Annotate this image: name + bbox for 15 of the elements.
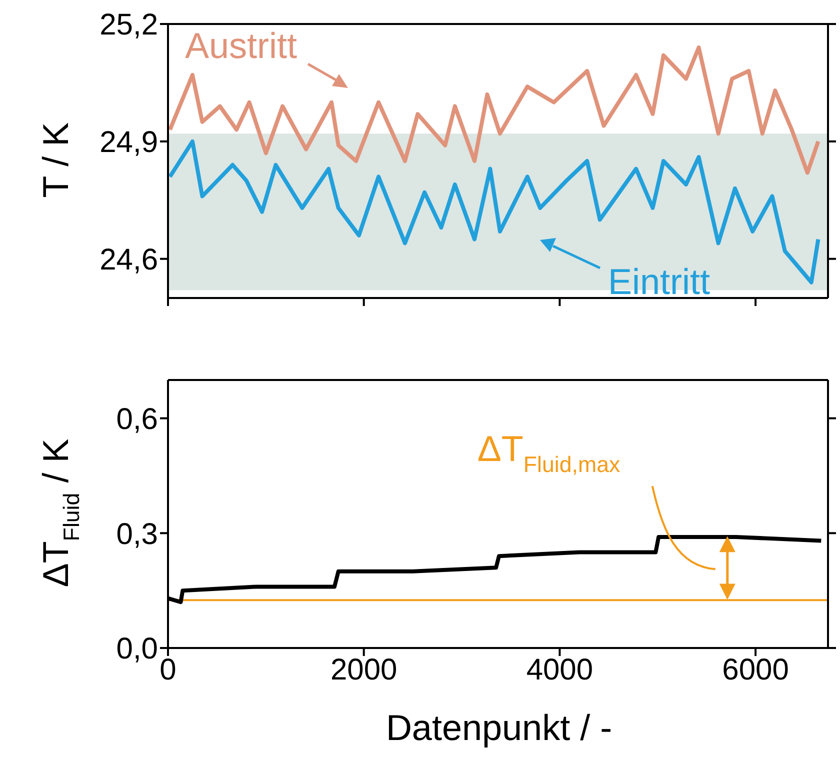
x-tick-label: 4000 — [526, 653, 594, 686]
x-axis-title: Datenpunkt / - — [386, 707, 612, 748]
y-tick-label: 25,2 — [100, 8, 158, 42]
x-tick-label: 0 — [160, 653, 176, 686]
y-tick-label: 24,9 — [100, 126, 158, 160]
annotation: ΔT$_{Fluid,max}$ — [477, 428, 620, 477]
x-tick-label: 2000 — [330, 653, 398, 686]
series-label: Austritt — [184, 25, 297, 66]
y-axis-title: T / K — [35, 122, 76, 198]
y-tick-label: 0,0 — [116, 632, 158, 666]
y-tick-label: 0,6 — [116, 402, 158, 436]
x-tick-label: 6000 — [722, 653, 789, 686]
y-tick-label: 0,3 — [116, 518, 158, 551]
legend-label: Eintritt — [608, 261, 710, 302]
y-tick-label: 24,6 — [100, 244, 158, 277]
